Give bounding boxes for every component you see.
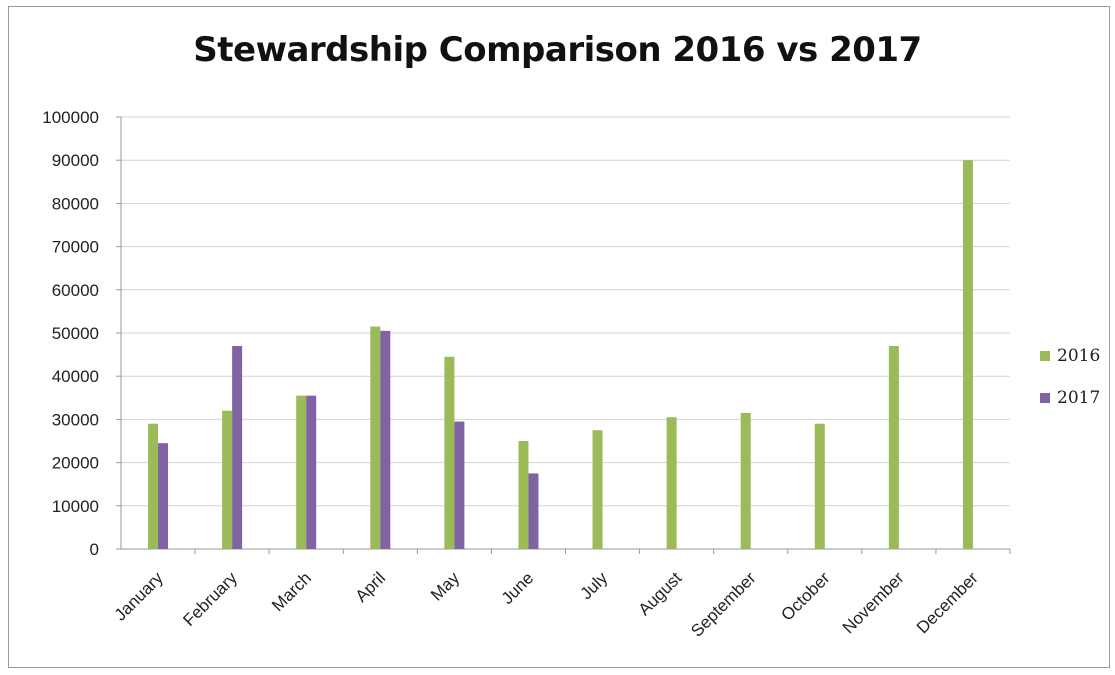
x-tick-label: March — [268, 568, 315, 615]
y-tick-label: 0 — [90, 540, 99, 559]
y-tick-label: 70000 — [52, 238, 99, 257]
bar-2016-may — [444, 356, 455, 549]
bar-2016-july — [592, 430, 603, 549]
bar-2016-april — [370, 326, 381, 549]
bar-2016-december — [962, 160, 973, 549]
legend-swatch-2016 — [1040, 351, 1050, 361]
x-tick-label: June — [498, 568, 538, 608]
x-tick-label: November — [839, 568, 908, 637]
bar-2017-february — [232, 345, 243, 549]
chart-title: Stewardship Comparison 2016 vs 2017 — [193, 30, 922, 70]
y-tick-label: 40000 — [52, 367, 99, 386]
bar-2016-september — [740, 412, 751, 549]
y-tick-label: 100000 — [42, 108, 99, 127]
legend-label-2017: 2017 — [1057, 388, 1100, 408]
y-tick-label: 20000 — [52, 454, 99, 473]
x-tick-label: October — [777, 568, 833, 624]
y-tick-label: 50000 — [52, 324, 99, 343]
x-tick-label: April — [352, 568, 389, 605]
legend-swatch-2017 — [1040, 393, 1050, 403]
bar-2017-may — [454, 421, 465, 549]
x-tick-label: August — [635, 568, 686, 619]
x-tick-label: January — [111, 568, 168, 625]
bar-2016-january — [148, 423, 159, 549]
y-tick-label: 80000 — [52, 194, 99, 213]
bar-2017-march — [306, 395, 317, 549]
y-tick-label: 10000 — [52, 497, 99, 516]
y-tick-label: 90000 — [52, 151, 99, 170]
bar-2016-october — [814, 423, 825, 549]
x-tick-label: July — [577, 568, 612, 603]
bar-2016-february — [222, 410, 233, 549]
bar-2017-january — [158, 443, 169, 549]
y-tick-label: 60000 — [52, 281, 99, 300]
x-tick-label: February — [179, 568, 241, 630]
legend-label-2016: 2016 — [1057, 346, 1100, 366]
bar-2016-august — [666, 417, 677, 549]
chart-frame — [8, 6, 1110, 668]
bar-2017-april — [380, 330, 391, 549]
bar-2016-june — [518, 441, 529, 549]
x-tick-label: September — [687, 568, 759, 640]
bar-2017-june — [528, 473, 539, 549]
y-tick-label: 30000 — [52, 410, 99, 429]
bar-2016-march — [296, 395, 307, 549]
x-tick-label: May — [427, 568, 463, 604]
x-tick-label: December — [913, 568, 982, 637]
bar-2016-november — [888, 345, 899, 549]
